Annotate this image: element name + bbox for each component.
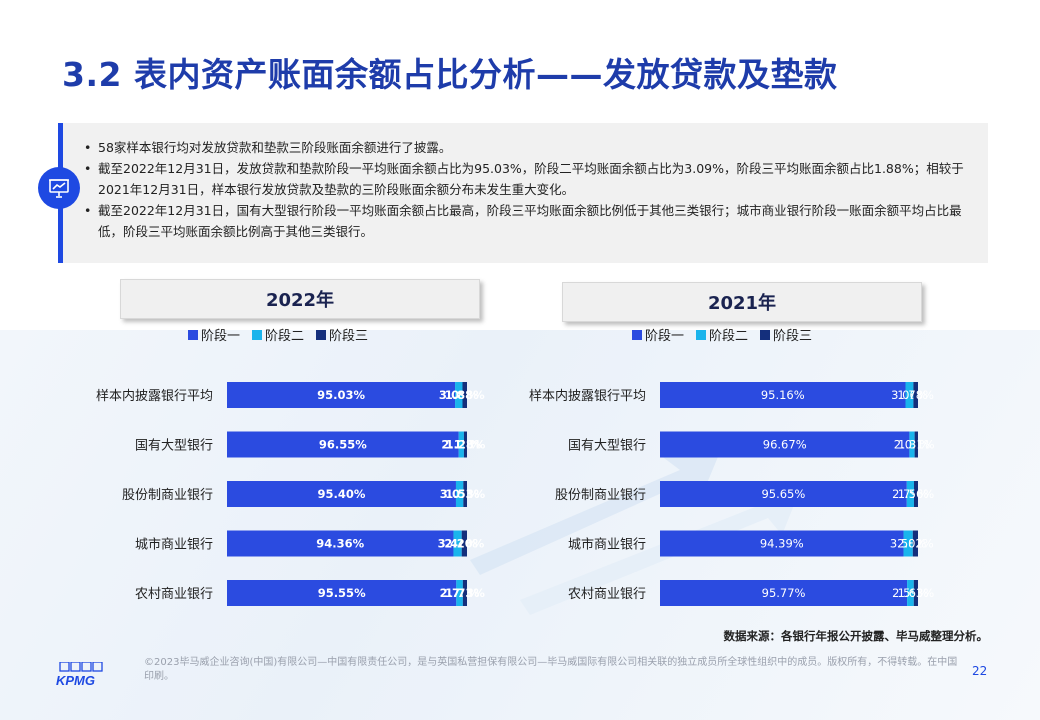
data-label: 3.09%: [439, 388, 479, 402]
legend-item-stage1: 阶段一: [632, 325, 684, 344]
data-label: 1.28%: [446, 438, 486, 452]
bar-segment-2: [456, 580, 463, 606]
data-label: 95.77%: [762, 586, 806, 600]
bar-segment-3: [463, 481, 467, 507]
bar-segment-2: [455, 481, 464, 507]
summary-item: 截至2022年12月31日，国有大型银行阶段一平均账面余额占比最高，阶段三平均账…: [84, 200, 974, 242]
data-label: 1.63%: [898, 586, 935, 600]
year-panel-2021: 2021年: [562, 282, 922, 322]
year-panel-2022: 2022年: [120, 279, 480, 319]
bar-segment-1: [660, 530, 904, 557]
category-label: 国有大型银行: [568, 439, 646, 454]
bar-segment-3: [462, 382, 467, 408]
data-label: 95.40%: [318, 487, 366, 501]
legend-item-stage3: 阶段三: [316, 325, 368, 344]
summary-list: 58家样本银行均对发放贷款和垫款三阶段账面余额进行了披露。 截至2022年12月…: [84, 137, 974, 242]
svg-text:KPMG: KPMG: [56, 673, 95, 688]
presentation-board-icon: [38, 167, 80, 209]
data-label: 96.55%: [319, 438, 367, 452]
bar-segment-3: [463, 431, 467, 458]
category-label: 样本内披露银行平均: [96, 388, 213, 404]
data-label: 96.67%: [763, 438, 807, 452]
data-label: 95.03%: [317, 388, 365, 402]
legend-2022: 阶段一 阶段二 阶段三: [188, 325, 368, 344]
bar-segment-1: [660, 382, 906, 408]
category-label: 农村商业银行: [135, 587, 213, 602]
category-label: 城市商业银行: [135, 537, 213, 553]
bar-segment-1: [227, 431, 459, 458]
bar-segment-3: [913, 580, 918, 606]
data-label: 94.36%: [316, 537, 364, 551]
data-label: 95.65%: [761, 487, 805, 501]
data-label: 1.73%: [445, 586, 485, 600]
summary-item: 58家样本银行均对发放贷款和垫款三阶段账面余额进行了披露。: [84, 137, 974, 158]
data-source-note: 数据来源：各银行年报公开披露、毕马威整理分析。: [723, 629, 989, 643]
data-label: 1.31%: [898, 438, 935, 452]
bar-segment-2: [455, 382, 463, 408]
category-label: 股份制商业银行: [555, 488, 646, 503]
data-label: 95.16%: [761, 388, 805, 402]
data-label: 94.39%: [760, 537, 804, 551]
bar-segment-3: [913, 481, 918, 507]
stacked-bar-chart-2021: 样本内披露银行平均 95.16% 3.06%1.78% 国有大型银行 96.67% 2.0…: [529, 382, 935, 606]
legend-item-stage1: 阶段一: [188, 325, 240, 344]
legend-item-stage2: 阶段二: [252, 325, 304, 344]
summary-item: 截至2022年12月31日，发放贷款和垫款阶段一平均账面余额占比为95.03%，…: [84, 158, 974, 200]
data-label: 1.53%: [445, 487, 485, 501]
legend-item-stage3: 阶段三: [760, 325, 812, 344]
page-number: 22: [972, 664, 988, 678]
data-label: 2.02%: [897, 537, 934, 551]
data-label: 3.44%: [438, 537, 478, 551]
data-label: 2.17%: [441, 438, 481, 452]
page-title: 3.2 表内资产账面余额占比分析——发放贷款及垫款: [62, 55, 838, 94]
bar-segment-1: [660, 481, 907, 507]
data-label: 2.20%: [444, 537, 484, 551]
category-label: 城市商业银行: [568, 537, 646, 553]
summary-box: 58家样本银行均对发放贷款和垫款三阶段账面余额进行了披露。 截至2022年12月…: [38, 123, 988, 263]
bar-segment-2: [907, 580, 914, 606]
data-label: 2.79%: [892, 487, 929, 501]
category-label: 农村商业银行: [568, 587, 646, 602]
bar-segment-1: [660, 580, 908, 606]
kpmg-logo: KPMG: [56, 661, 112, 692]
data-label: 2.73%: [440, 586, 480, 600]
legend-2021: 阶段一 阶段二 阶段三: [632, 325, 812, 344]
bar-segment-2: [909, 431, 915, 458]
data-label: 1.78%: [897, 388, 934, 402]
bar-segment-1: [660, 431, 910, 458]
data-label: 3.06%: [891, 388, 928, 402]
bar-segment-3: [462, 580, 467, 606]
bar-segment-1: [227, 530, 454, 557]
legend-item-stage2: 阶段二: [696, 325, 748, 344]
bar-segment-3: [912, 530, 918, 557]
data-label: 1.56%: [898, 487, 935, 501]
category-label: 样本内披露银行平均: [529, 388, 646, 404]
bar-segment-1: [227, 382, 456, 408]
bar-segment-3: [914, 431, 918, 458]
bar-segment-2: [453, 530, 462, 557]
bar-segment-2: [458, 431, 464, 458]
bar-segment-3: [913, 382, 918, 408]
bar-segment-1: [227, 580, 457, 606]
data-label: 1.88%: [445, 388, 485, 402]
bar-segment-1: [227, 481, 456, 507]
copyright-footer: ©2023毕马威企业咨询(中国)有限公司—中国有限责任公司，是与英国私营担保有限…: [144, 657, 958, 682]
data-label: 3.07%: [440, 487, 480, 501]
bar-segment-2: [905, 382, 914, 408]
bar-segment-3: [461, 530, 467, 557]
data-label: 2.02%: [894, 438, 931, 452]
data-label: 2.59%: [892, 586, 929, 600]
data-label: 95.55%: [318, 586, 366, 600]
category-label: 股份制商业银行: [122, 488, 213, 503]
bar-segment-2: [903, 530, 913, 557]
stacked-bar-chart-2022: 样本内披露银行平均 95.03% 3.09%1.88% 国有大型银行 96.55% 2.1…: [96, 382, 486, 606]
category-label: 国有大型银行: [135, 439, 213, 454]
bar-segment-2: [906, 481, 914, 507]
